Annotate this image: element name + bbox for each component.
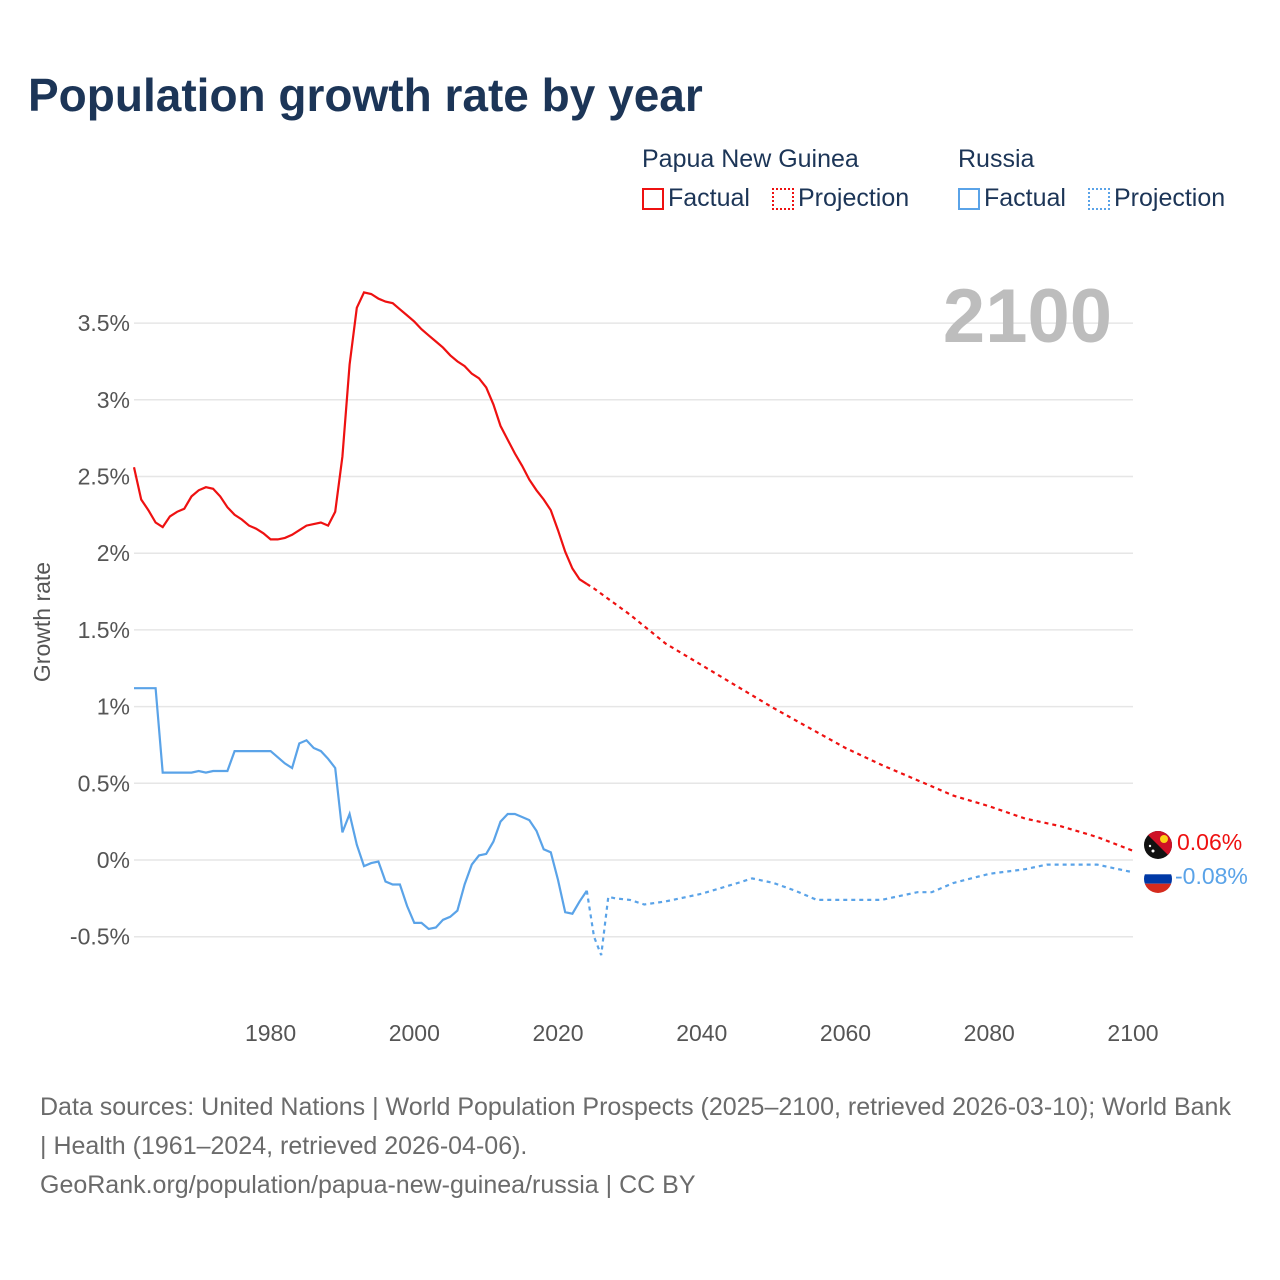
legend-group-title: Papua New Guinea: [642, 145, 859, 173]
y-tick-label: 3%: [97, 387, 130, 413]
y-tick-label: 2.5%: [78, 464, 130, 490]
end-label-papua-new-guinea: 0.06%: [1177, 829, 1242, 855]
legend-group-russia: Russia Factual Projection: [958, 145, 1241, 213]
legend-label: Factual: [668, 184, 750, 212]
data-sources: Data sources: United Nations | World Pop…: [40, 1093, 1231, 1160]
chart-title: Population growth rate by year: [28, 69, 703, 121]
legend-swatch-solid: [958, 187, 980, 210]
x-tick-label: 2060: [820, 1020, 871, 1046]
russia-flag-icon: [1144, 865, 1172, 893]
y-tick-label: 1%: [97, 694, 130, 720]
legend-item-png-projection[interactable]: Projection: [771, 184, 910, 213]
series-line-projection-0: [586, 582, 1134, 852]
y-tick-label: 0.5%: [78, 770, 130, 796]
legend-item-png-factual[interactable]: Factual: [642, 184, 750, 213]
legend-item-russia-factual[interactable]: Factual: [958, 184, 1066, 213]
legend-swatch-dotted: [771, 187, 794, 210]
series-line-factual-0: [132, 291, 588, 585]
y-tick-label: 3.5%: [78, 310, 130, 336]
legend-item-russia-projection[interactable]: Projection: [1087, 184, 1226, 213]
x-tick-label: 1980: [245, 1020, 296, 1046]
papua-new-guinea-flag-icon: [1144, 831, 1172, 859]
y-tick-label: 2%: [97, 540, 130, 566]
series-line-projection-1: [585, 863, 1134, 956]
source-link[interactable]: GeoRank.org/population/papua-new-guinea/…: [40, 1171, 696, 1199]
legend-group-png: Papua New Guinea Factual Projection: [642, 145, 925, 213]
x-tick-label: 2080: [964, 1020, 1015, 1046]
footer: Data sources: United Nations | World Pop…: [40, 1088, 1240, 1205]
y-tick-label: 0%: [97, 847, 130, 873]
year-display: 2100: [943, 274, 1112, 359]
legend-label: Projection: [797, 184, 910, 212]
legend-swatch-dotted: [1087, 187, 1110, 210]
x-tick-label: 2040: [676, 1020, 727, 1046]
x-tick-label: 2100: [1107, 1020, 1158, 1046]
y-axis-label: Growth rate: [29, 562, 55, 682]
end-label-russia: -0.08%: [1175, 863, 1248, 889]
legend-swatch-solid: [642, 187, 664, 210]
legend-group-title: Russia: [958, 145, 1035, 173]
x-tick-label: 2020: [532, 1020, 583, 1046]
legend-label: Projection: [1113, 184, 1226, 212]
series-line-factual-1: [134, 687, 588, 931]
y-tick-label: -0.5%: [70, 924, 130, 950]
x-tick-label: 2000: [389, 1020, 440, 1046]
y-tick-label: 1.5%: [78, 617, 130, 643]
legend-label: Factual: [984, 184, 1066, 212]
